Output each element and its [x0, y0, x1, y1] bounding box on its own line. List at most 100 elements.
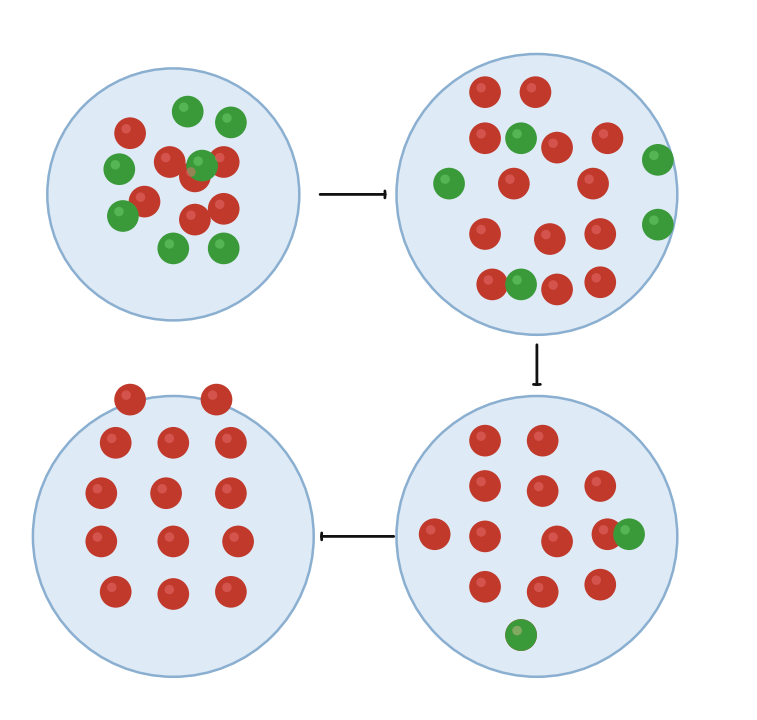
Circle shape [179, 102, 188, 112]
Circle shape [505, 619, 537, 651]
Circle shape [484, 275, 493, 284]
Circle shape [469, 521, 501, 552]
Circle shape [498, 168, 530, 199]
Circle shape [86, 477, 117, 509]
Circle shape [599, 525, 609, 534]
Circle shape [223, 526, 254, 557]
Circle shape [186, 150, 218, 181]
Circle shape [541, 230, 550, 239]
Circle shape [107, 433, 117, 443]
Circle shape [208, 193, 239, 225]
Circle shape [476, 527, 486, 536]
Circle shape [193, 156, 203, 166]
Circle shape [505, 269, 537, 300]
Circle shape [111, 160, 120, 169]
Circle shape [179, 204, 210, 235]
Circle shape [469, 122, 501, 154]
Circle shape [136, 192, 145, 202]
Circle shape [476, 431, 486, 441]
Circle shape [201, 384, 232, 415]
Circle shape [527, 83, 536, 92]
Circle shape [541, 274, 573, 305]
Circle shape [223, 113, 232, 122]
Circle shape [161, 153, 170, 162]
Circle shape [584, 569, 616, 600]
Circle shape [154, 146, 185, 178]
Circle shape [157, 526, 189, 557]
Circle shape [650, 215, 659, 225]
Circle shape [157, 233, 189, 264]
Circle shape [512, 626, 522, 635]
Circle shape [534, 223, 565, 255]
Circle shape [104, 153, 136, 185]
Circle shape [86, 526, 117, 557]
Circle shape [527, 576, 559, 608]
Circle shape [121, 390, 131, 400]
Circle shape [164, 239, 174, 248]
Circle shape [164, 532, 174, 541]
Circle shape [505, 174, 515, 184]
Circle shape [534, 431, 544, 441]
Circle shape [548, 138, 558, 148]
Circle shape [114, 384, 146, 415]
Circle shape [114, 117, 146, 149]
Circle shape [215, 239, 225, 248]
Circle shape [157, 578, 189, 610]
Circle shape [541, 132, 573, 163]
Circle shape [100, 576, 132, 608]
Circle shape [215, 477, 247, 509]
Circle shape [476, 225, 486, 234]
Circle shape [215, 427, 247, 459]
Circle shape [534, 482, 544, 491]
Circle shape [114, 207, 123, 216]
Circle shape [107, 200, 139, 232]
Circle shape [397, 396, 678, 677]
Circle shape [215, 153, 225, 162]
Circle shape [469, 76, 501, 108]
Circle shape [591, 575, 601, 585]
Circle shape [599, 129, 609, 138]
Circle shape [476, 477, 486, 486]
Circle shape [476, 577, 486, 587]
Circle shape [512, 275, 522, 284]
Circle shape [512, 626, 522, 635]
Circle shape [591, 477, 601, 486]
Circle shape [208, 146, 239, 178]
Circle shape [207, 390, 217, 400]
Circle shape [157, 484, 167, 493]
Circle shape [172, 96, 204, 127]
Circle shape [541, 526, 573, 557]
Circle shape [229, 532, 239, 541]
Circle shape [613, 518, 645, 550]
Circle shape [215, 107, 247, 138]
Circle shape [107, 582, 117, 592]
Circle shape [469, 470, 501, 502]
Circle shape [129, 186, 160, 217]
Circle shape [92, 532, 102, 541]
Circle shape [157, 427, 189, 459]
Circle shape [584, 218, 616, 250]
Circle shape [223, 433, 232, 443]
Circle shape [92, 484, 102, 493]
Circle shape [441, 174, 450, 184]
Circle shape [591, 225, 601, 234]
Circle shape [179, 161, 210, 192]
Circle shape [591, 273, 601, 282]
Circle shape [642, 209, 674, 240]
Circle shape [469, 571, 501, 603]
Circle shape [426, 525, 435, 534]
Circle shape [164, 585, 174, 594]
Circle shape [584, 470, 616, 502]
Circle shape [397, 54, 678, 335]
Circle shape [584, 266, 616, 298]
Circle shape [592, 122, 623, 154]
Circle shape [33, 396, 313, 677]
Circle shape [150, 477, 182, 509]
Circle shape [584, 174, 593, 184]
Circle shape [208, 233, 239, 264]
Circle shape [519, 76, 551, 108]
Circle shape [186, 210, 196, 220]
Circle shape [548, 280, 558, 289]
Circle shape [215, 576, 247, 608]
Circle shape [433, 168, 465, 199]
